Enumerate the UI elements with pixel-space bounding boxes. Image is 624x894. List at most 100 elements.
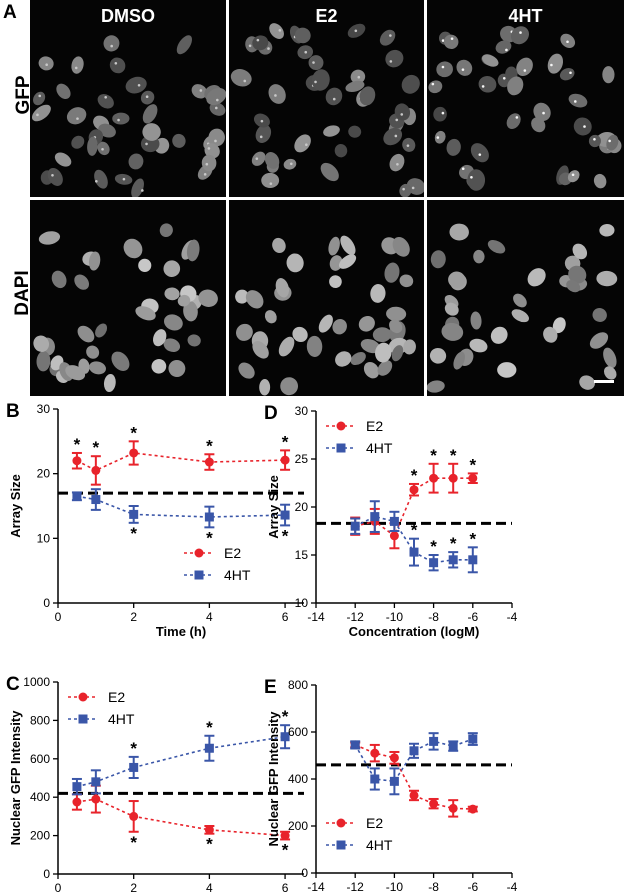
nucleus [429, 347, 447, 364]
nucleus [566, 280, 581, 293]
legend-marker [336, 421, 346, 431]
y-tick-label: 0 [43, 867, 50, 881]
nucleus [593, 173, 607, 189]
nuclei-dapi-4ht [427, 223, 618, 393]
nucleus [527, 268, 546, 287]
panel-letter: C [6, 674, 20, 695]
data-point-e2 [91, 465, 101, 475]
data-point-e2 [129, 811, 139, 821]
nuclear-spot [289, 162, 293, 166]
nucleus [109, 57, 126, 74]
nucleus [66, 107, 87, 125]
nuclear-spot [550, 63, 553, 67]
nuclear-spot [505, 48, 508, 52]
nuclear-spot [51, 173, 54, 177]
nuclear-spot [215, 106, 218, 110]
nucleus [65, 365, 86, 381]
nuclear-spot [145, 142, 148, 146]
nucleus [384, 262, 400, 283]
significance-star: * [130, 739, 137, 758]
nucleus [383, 127, 403, 146]
y-axis-label: Nuclear GFP Intensity [8, 710, 23, 846]
nucleus [47, 167, 63, 186]
nuclear-spot [478, 153, 482, 156]
nucleus [469, 338, 488, 353]
nuclear-spot [411, 186, 415, 190]
legend-label: E2 [108, 689, 125, 705]
x-tick-label: -14 [307, 880, 325, 894]
data-point-e2 [389, 753, 399, 763]
nucleus [268, 84, 286, 104]
nuclear-spot [400, 113, 404, 116]
significance-star: * [411, 521, 418, 540]
nuclear-spot [205, 162, 209, 166]
nuclear-spot [305, 143, 308, 147]
column-label-dmso: DMSO [101, 6, 155, 26]
legend-label: 4HT [108, 711, 135, 727]
nucleus [403, 339, 416, 355]
nucleus [31, 104, 51, 122]
nucleus [338, 254, 357, 269]
micrograph-dapi-e2 [229, 200, 424, 396]
data-point-4ht [204, 743, 214, 753]
significance-star: * [74, 435, 81, 454]
x-tick-label: -6 [467, 610, 478, 624]
nucleus [335, 351, 352, 367]
nucleus [399, 183, 412, 197]
nuclear-spot [481, 85, 485, 88]
nuclear-spot [137, 83, 141, 87]
nuclear-spot [394, 134, 398, 138]
nuclear-spot [203, 173, 207, 176]
nucleus [473, 249, 485, 264]
data-point-e2 [448, 473, 458, 483]
x-tick-label: -4 [507, 880, 518, 894]
data-point-4ht [448, 555, 458, 565]
data-point-4ht [280, 732, 290, 742]
nuclear-spot [593, 137, 596, 141]
nuclear-spot [450, 37, 454, 40]
nucleus [467, 169, 486, 191]
nucleus [482, 54, 499, 67]
data-point-4ht [468, 555, 478, 565]
y-tick-label: 20 [295, 500, 309, 514]
nucleus [269, 23, 284, 39]
nucleus [36, 351, 51, 372]
y-tick-label: 400 [30, 790, 50, 804]
significance-star: * [469, 455, 476, 474]
panel-letter: E [264, 677, 277, 698]
nuclear-spot [304, 50, 308, 54]
nuclear-spot [207, 147, 211, 150]
nuclear-spot [260, 119, 264, 123]
nuclear-spot [38, 94, 42, 98]
nucleus [375, 342, 392, 363]
nuclear-spot [583, 125, 586, 128]
nucleus [487, 239, 506, 254]
nucleus [392, 236, 410, 257]
nucleus [568, 93, 588, 108]
nucleus [131, 178, 144, 197]
nucleus [97, 141, 110, 156]
nucleus [283, 158, 297, 170]
y-tick-label: 0 [301, 866, 308, 880]
nucleus [235, 289, 249, 304]
nuclear-spot [441, 39, 445, 42]
nucleus [320, 162, 339, 182]
nuclear-spot [357, 75, 361, 79]
x-tick-label: 4 [206, 881, 213, 894]
data-point-4ht [204, 512, 214, 522]
x-tick-label: -4 [507, 610, 518, 624]
data-point-e2 [204, 825, 214, 835]
data-point-e2 [204, 457, 214, 467]
nuclear-spot [406, 144, 410, 147]
data-point-e2 [280, 831, 290, 841]
nucleus [599, 224, 615, 237]
nucleus [88, 251, 101, 271]
nuclear-spot [566, 40, 569, 44]
nucleus [448, 271, 466, 288]
nucleus [510, 26, 530, 45]
nucleus [138, 258, 152, 273]
nucleus [111, 351, 130, 372]
legend-marker [78, 714, 88, 724]
data-point-4ht [280, 510, 290, 520]
nuclear-spot [36, 113, 39, 117]
